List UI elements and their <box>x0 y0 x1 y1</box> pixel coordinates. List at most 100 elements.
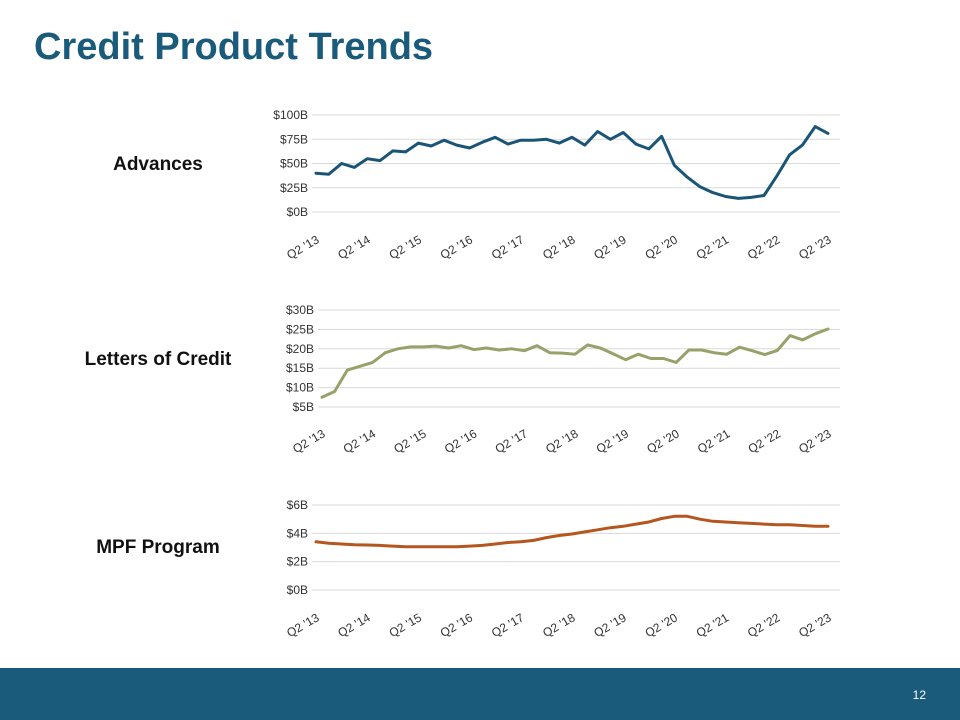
letters-of-credit-data-point <box>422 345 425 349</box>
mpf-program-data-point <box>826 525 830 528</box>
mpf-program-x-tick-label: Q2 '18 <box>540 610 578 640</box>
mpf-program-data-point <box>634 522 638 526</box>
mpf-program-data-point <box>609 526 612 529</box>
mpf-program-data-point <box>814 525 817 528</box>
page-number: 12 <box>912 688 926 702</box>
letters-of-credit-data-point <box>712 351 716 354</box>
advances-data-point <box>378 159 382 162</box>
letters-of-credit-data-point <box>586 343 589 347</box>
letters-of-credit-data-point <box>459 344 463 347</box>
mpf-program-x-tick-label: Q2 '20 <box>643 610 681 640</box>
advances-data-point <box>353 166 356 169</box>
mpf-program-y-tick-label: $2B <box>287 555 308 569</box>
letters-of-credit-data-point <box>497 348 501 352</box>
advances-data-point <box>634 142 638 146</box>
advances-data-point <box>647 147 650 151</box>
letters-of-credit-data-point <box>358 365 362 368</box>
advances-data-point <box>327 172 330 176</box>
letters-of-credit-data-point <box>801 338 804 342</box>
mpf-program-data-point <box>404 545 407 548</box>
letters-of-credit-data-point <box>561 351 564 355</box>
letters-of-credit-data-point <box>637 353 640 356</box>
mpf-program-x-tick-label: Q2 '16 <box>438 610 476 640</box>
letters-of-credit-y-tick-label: $15B <box>286 361 314 375</box>
mpf-program-data-point <box>391 544 394 548</box>
letters-of-credit-data-point <box>535 344 539 347</box>
advances-data-point <box>737 197 740 200</box>
letters-of-credit-data-point <box>738 346 741 349</box>
letters-of-credit-data-point <box>548 351 551 354</box>
advances-data-point <box>519 139 522 142</box>
mpf-program-data-point <box>711 520 714 523</box>
advances-data-point <box>596 130 599 133</box>
advances-data-point <box>583 143 586 147</box>
mpf-program-data-point <box>647 520 650 524</box>
mpf-program-data-point <box>442 545 446 548</box>
mpf-program-x-tick-label: Q2 '14 <box>335 610 373 640</box>
advances-y-tick-label: $100B <box>273 108 308 122</box>
mpf-program-data-point <box>378 544 382 547</box>
mpf-program-x-tick-label: Q2 '19 <box>591 610 629 640</box>
advances-data-point <box>711 191 714 194</box>
mpf-program-x-tick-label: Q2 '13 <box>284 610 322 640</box>
advances-data-point <box>340 162 343 165</box>
mpf-program-data-point <box>583 530 586 534</box>
letters-of-credit-data-point <box>649 357 653 360</box>
advances-data-point <box>455 143 458 147</box>
advances-data-point <box>814 125 817 128</box>
mpf-program-data-point <box>532 539 535 542</box>
letters-of-credit-data-point <box>434 344 438 348</box>
letters-of-credit-data-point <box>788 334 792 337</box>
advances-data-point <box>404 150 407 154</box>
mpf-program-x-tick-label: Q2 '15 <box>387 610 425 640</box>
mpf-program-x-tick-label: Q2 '23 <box>796 610 834 640</box>
mpf-program-data-point <box>724 520 727 524</box>
mpf-program-data-point <box>673 515 676 518</box>
mpf-program-data-point <box>775 523 778 527</box>
letters-of-credit-data-point <box>599 346 602 350</box>
mpf-program-label: MPF Program <box>96 537 220 558</box>
mpf-program-data-point <box>622 525 625 528</box>
mpf-program-x-tick-label: Q2 '17 <box>489 610 527 640</box>
letters-of-credit-data-point <box>750 349 754 352</box>
mpf-program-data-point <box>327 542 330 545</box>
mpf-program-series-line <box>314 514 830 549</box>
letters-of-credit-data-point <box>333 390 336 393</box>
mpf-program-x-tick-label: Q2 '22 <box>745 610 783 640</box>
advances-label: Advances <box>113 154 203 175</box>
mpf-program-data-point <box>519 540 522 544</box>
mpf-program-data-point <box>340 542 343 546</box>
mpf-program-y-tick-label: $0B <box>287 583 308 597</box>
advances-data-point <box>801 143 804 147</box>
advances-data-point <box>609 138 612 141</box>
letters-of-credit-data-point <box>662 357 665 360</box>
letters-of-credit-data-point <box>396 347 400 350</box>
advances-data-point <box>532 139 535 142</box>
letters-of-credit-data-point <box>814 332 817 335</box>
mpf-program-data-point <box>417 545 420 548</box>
advances-data-point <box>506 142 510 146</box>
mpf-program-y-tick-label: $4B <box>287 526 308 540</box>
mpf-program-data-point <box>314 540 318 544</box>
letters-of-credit-data-point <box>510 347 513 350</box>
advances-data-point <box>622 131 625 134</box>
advances-y-tick-label: $75B <box>280 132 308 146</box>
letters-of-credit-data-point <box>371 361 374 364</box>
advances-data-point <box>750 196 753 199</box>
mpf-program-data-point <box>660 517 663 520</box>
mpf-program-data-point <box>430 545 433 548</box>
advances-data-point <box>570 136 574 139</box>
mpf-program-y-tick-label: $6B <box>287 498 308 512</box>
slide-title: Credit Product Trends <box>34 26 434 68</box>
advances-data-point <box>494 136 497 139</box>
advances-data-point <box>762 194 766 197</box>
mpf-program-data-point <box>455 545 458 548</box>
letters-of-credit-data-point <box>447 346 450 350</box>
mpf-program-data-point <box>788 523 791 527</box>
mpf-program-data-point <box>762 522 766 526</box>
letters-of-credit-data-point <box>700 348 703 352</box>
letters-of-credit-y-tick-label: $5B <box>293 400 314 414</box>
